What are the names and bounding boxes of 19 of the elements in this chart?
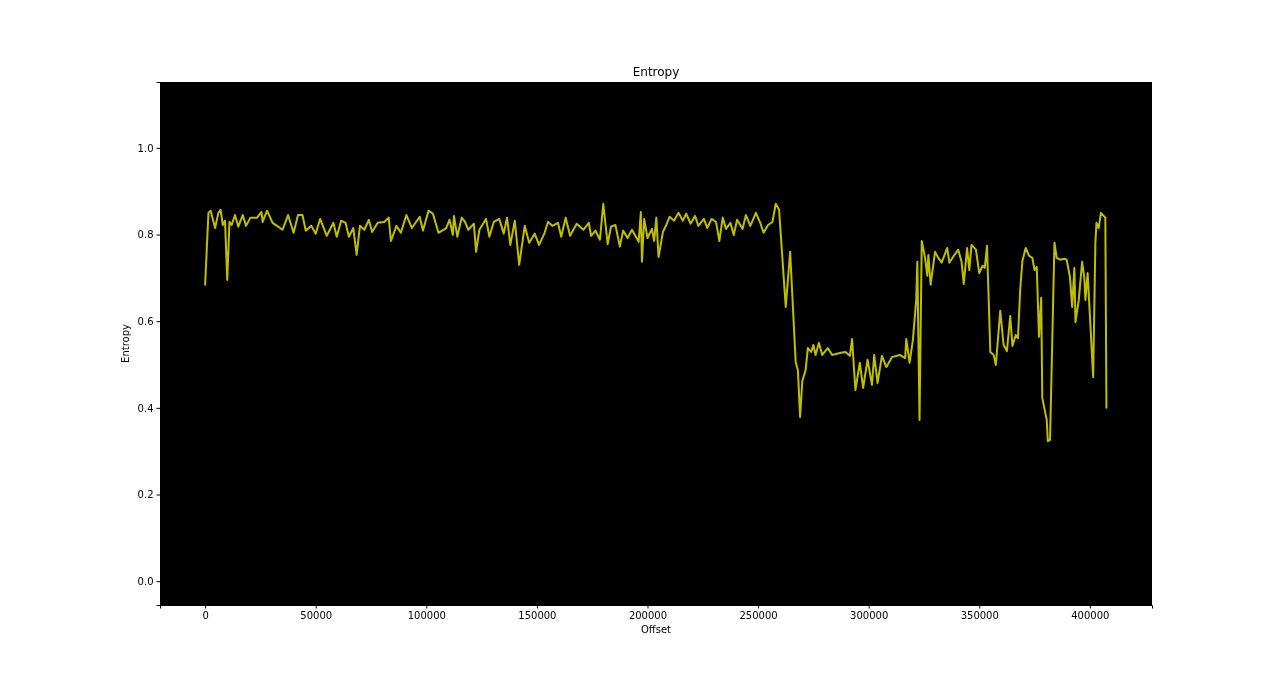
y-tick-label: 1.0 xyxy=(137,142,154,154)
y-tick-label: 0.4 xyxy=(137,402,154,414)
x-tick-label: 150000 xyxy=(518,609,557,621)
y-tick-label: 0.0 xyxy=(137,575,154,587)
x-tick-label: 350000 xyxy=(960,609,999,621)
x-tick-label: 200000 xyxy=(628,609,668,621)
x-tick-label: 400000 xyxy=(1071,609,1110,621)
y-tick-label: 0.8 xyxy=(137,229,154,241)
y-tick-label: 0.2 xyxy=(137,489,154,501)
y-tick-label: 0.6 xyxy=(137,315,154,327)
y-axis-title: Entropy xyxy=(120,324,131,363)
chart-title: Entropy xyxy=(632,65,680,79)
x-tick-label: 100000 xyxy=(407,609,446,621)
x-tick-label: 300000 xyxy=(850,609,889,621)
line-series xyxy=(204,202,1108,443)
x-tick-label: 50000 xyxy=(300,609,333,621)
x-tick-label: 250000 xyxy=(739,609,778,621)
x-tick-label: 0 xyxy=(202,609,209,621)
x-axis-title: Offset xyxy=(640,624,672,635)
